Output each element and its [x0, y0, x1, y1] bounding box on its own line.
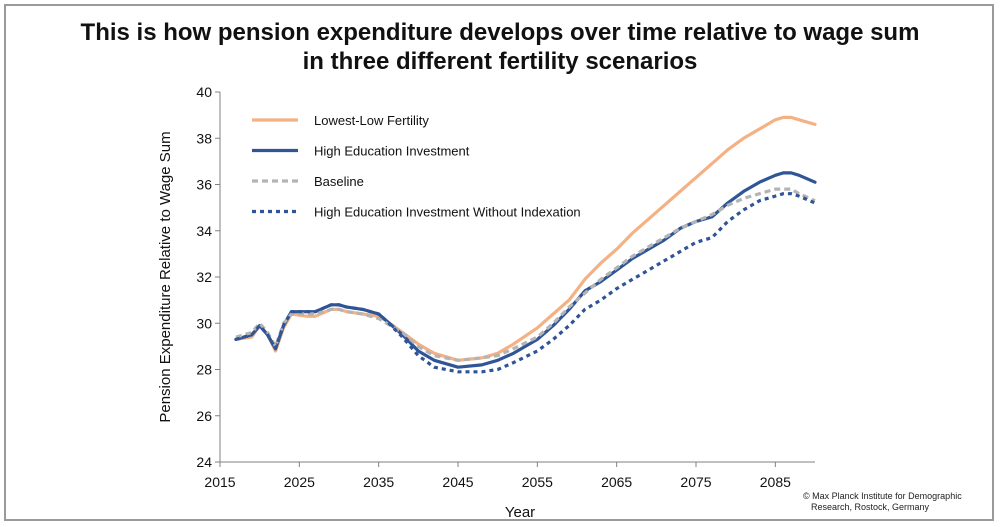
y-tick-label: 32	[196, 269, 212, 285]
legend: Lowest-Low Fertility High Education Inves…	[238, 102, 610, 230]
y-tick-label: 36	[196, 177, 212, 193]
credit-note: © Max Planck Institute for Demographic R…	[803, 491, 993, 513]
x-tick-label: 2055	[522, 474, 553, 490]
x-tick-label: 2045	[442, 474, 473, 490]
x-axis-label: Year	[505, 504, 535, 521]
x-tick-label: 2015	[204, 474, 235, 490]
x-tick-label: 2085	[760, 474, 791, 490]
legend-label-4: High Education Investment Without Indexa…	[314, 205, 581, 220]
y-tick-label: 24	[196, 454, 212, 470]
legend-label-2: High Education Investment	[314, 144, 470, 159]
x-tick-label: 2025	[284, 474, 315, 490]
y-tick-label: 28	[196, 362, 212, 378]
series-line-2	[234, 171, 817, 369]
y-tick-label: 34	[196, 223, 212, 239]
y-tick-label: 26	[196, 408, 212, 424]
y-tick-label: 30	[196, 315, 212, 331]
series-line-3	[235, 187, 816, 362]
y-tick-label: 38	[196, 130, 212, 146]
x-tick-label: 2075	[680, 474, 711, 490]
legend-label-3: Baseline	[314, 174, 364, 189]
chart-frame	[4, 4, 994, 521]
title-line-2: in three different fertility scenarios	[302, 48, 698, 75]
y-axis-label: Pension Expenditure Relative to Wage Sum	[157, 131, 174, 422]
legend-label-1: Lowest-Low Fertility	[314, 113, 429, 128]
x-tick-label: 2065	[601, 474, 632, 490]
credit-line-2: Research, Rostock, Germany	[811, 502, 930, 512]
series-line-1	[234, 115, 817, 362]
series-line-4	[235, 192, 816, 374]
legend-background	[238, 102, 610, 230]
chart-title: This is how pension expenditure develops…	[0, 18, 1000, 76]
title-line-1: This is how pension expenditure develops…	[80, 19, 920, 46]
axes: 24 26 28 30 32 34 36 38 40 2015 2025 2035 2045 2055 20…	[196, 84, 815, 490]
y-tick-label: 40	[196, 84, 212, 100]
credit-line-1: © Max Planck Institute for Demographic	[803, 491, 962, 501]
series-lines	[234, 115, 817, 374]
x-tick-label: 2035	[363, 474, 394, 490]
